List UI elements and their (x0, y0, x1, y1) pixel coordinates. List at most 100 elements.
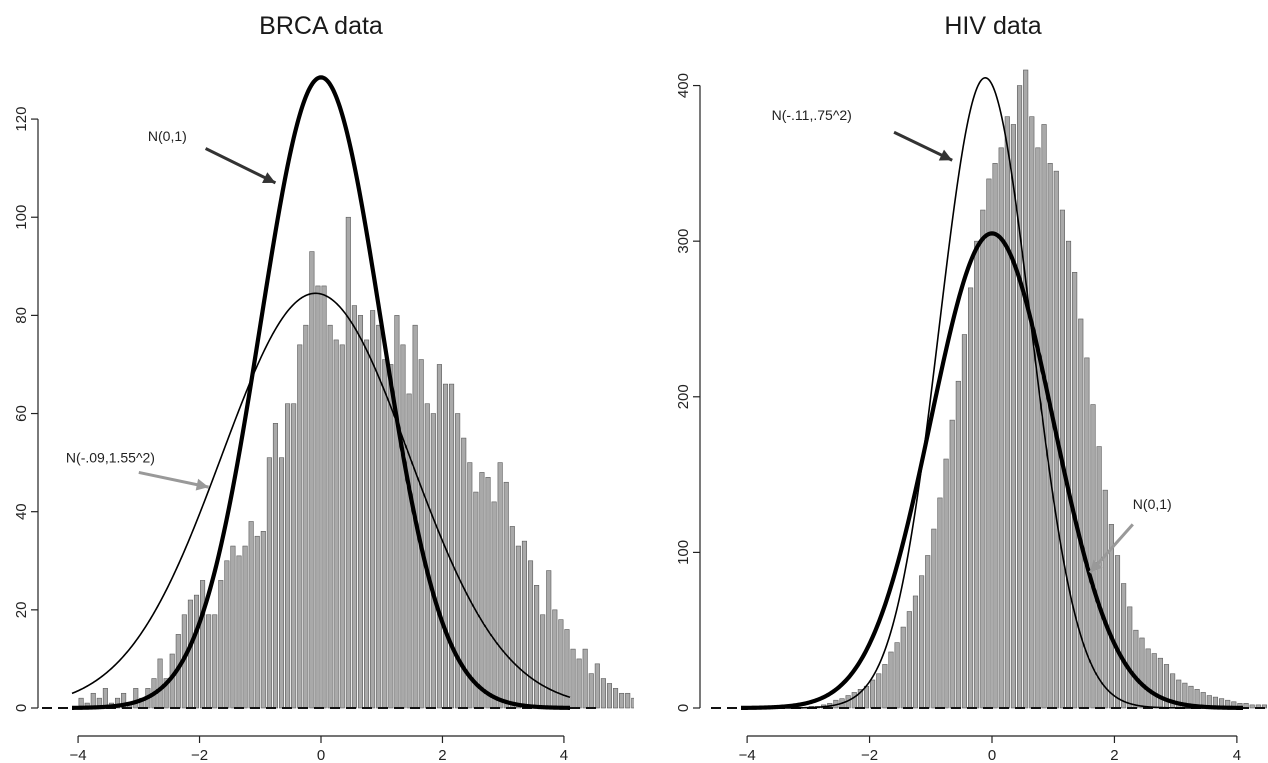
histogram-bar (943, 458, 949, 709)
density-curve (741, 77, 1243, 709)
x-tick-label: 4 (560, 747, 568, 763)
hiv-histogram-chart: HIV data 0 100 200 300 400 −4 −2 0 2 4 N(-.11,.75^2… (675, 12, 1268, 763)
histogram-bar (992, 163, 998, 709)
annotation-arrow-shaft (204, 147, 277, 185)
histogram-bar (309, 251, 315, 709)
brca-histogram-chart: BRCA data 0 20 40 60 80 100 120 −4 −2 0 2 4 N(0,1) N(-… (13, 12, 634, 763)
histogram-bar (870, 679, 876, 709)
y-tick-label: 100 (13, 205, 30, 230)
histogram-bar (894, 642, 900, 709)
histogram-bar (382, 359, 388, 709)
histogram-bar (1010, 124, 1016, 709)
annotation-arrowhead (1089, 559, 1103, 573)
x-tick-label: −2 (861, 747, 878, 763)
histogram-bar (552, 609, 558, 709)
histogram-bar (321, 285, 327, 709)
histogram-bar (974, 240, 980, 709)
y-tick-label: 120 (13, 107, 30, 132)
x-axis: −4 −2 0 2 4 (70, 735, 568, 763)
histogram-bar (242, 545, 248, 709)
histogram-bar (925, 555, 931, 709)
histogram-bar (1029, 116, 1035, 709)
y-tick-label: 300 (675, 229, 692, 254)
histogram-bar (503, 481, 509, 709)
curve-annotation: N(-.09,1.55^2) (66, 450, 209, 491)
chart-title: HIV data (944, 12, 1041, 40)
histogram-bar (248, 521, 254, 709)
histogram-bar (424, 403, 430, 709)
y-tick-label: 400 (675, 73, 692, 98)
histogram-bar (1016, 85, 1023, 709)
histogram-bar (1127, 606, 1133, 709)
histogram-bar (266, 457, 272, 709)
histogram-bar (436, 364, 442, 709)
x-tick-label: 4 (1233, 747, 1241, 763)
histogram-bar (1249, 704, 1255, 709)
histogram-bar (949, 419, 955, 709)
histogram-bar (1004, 116, 1010, 709)
histogram-bar (606, 683, 613, 709)
histogram-bar (430, 413, 436, 709)
histogram-bar (357, 315, 364, 709)
histogram-bar (968, 287, 974, 709)
annotation-arrowhead (938, 149, 953, 161)
annotation-arrowhead (195, 478, 209, 491)
x-tick-label: −2 (191, 747, 208, 763)
histogram-bar (406, 393, 412, 709)
y-tick-label: 20 (13, 602, 30, 619)
histogram-bar (467, 462, 473, 709)
histogram-bar (931, 528, 937, 709)
histogram-bar (986, 178, 992, 709)
histogram-bar (919, 575, 925, 709)
annotation-label: N(0,1) (1133, 496, 1172, 512)
histogram-bar (236, 555, 242, 709)
density-curve (71, 292, 571, 699)
y-tick-label: 40 (13, 503, 30, 520)
annotation-arrowhead (262, 172, 276, 183)
histogram-bar (230, 545, 236, 709)
histogram-bar (937, 497, 943, 709)
chart-title: BRCA data (259, 12, 383, 40)
histogram-bar (479, 472, 485, 709)
histogram-bar (515, 545, 521, 709)
histogram-bar (303, 324, 309, 709)
histogram-bar (297, 344, 303, 709)
hiv-chart-panel: HIV data 0 100 200 300 400 −4 −2 0 2 4 N(-.11,.75^2… (634, 0, 1268, 763)
histogram-bar (1102, 489, 1108, 709)
x-tick-label: 0 (988, 747, 996, 763)
histogram-bar (491, 501, 497, 709)
histogram-bar (339, 344, 345, 709)
histogram-bar (473, 491, 479, 709)
histogram-bar (333, 339, 339, 709)
curve-annotation: N(0,1) (148, 128, 277, 185)
histogram-bar (570, 648, 576, 709)
y-tick-label: 0 (13, 704, 30, 712)
histogram-bar (509, 526, 515, 709)
histogram-bar (998, 147, 1004, 709)
histogram-bar (485, 477, 491, 709)
histogram-bar (200, 580, 206, 709)
y-tick-label: 100 (675, 540, 692, 565)
histogram-bar (455, 413, 461, 709)
histogram-bar (1090, 404, 1096, 709)
histogram-bar (351, 305, 357, 709)
y-tick-label: 0 (675, 704, 692, 712)
histogram-bar (900, 626, 906, 709)
histogram-bar (625, 692, 631, 709)
annotation-label: N(-.11,.75^2) (772, 107, 852, 123)
histogram-bar (1023, 69, 1029, 709)
histogram-bar (961, 334, 968, 709)
histogram-bar (133, 688, 139, 709)
histogram-bar (364, 339, 370, 709)
annotation-label: N(0,1) (148, 128, 187, 144)
histogram-bar (315, 285, 321, 709)
histogram-bar (882, 664, 888, 709)
histogram-bar (212, 614, 218, 709)
histogram-bar (449, 383, 455, 709)
y-axis: 0 20 40 60 80 100 120 (13, 107, 39, 712)
histogram-bar (187, 599, 193, 709)
histogram-bar (1072, 271, 1078, 709)
histogram-bar (888, 651, 894, 709)
x-tick-label: 2 (438, 747, 446, 763)
histogram-bar (619, 692, 625, 709)
